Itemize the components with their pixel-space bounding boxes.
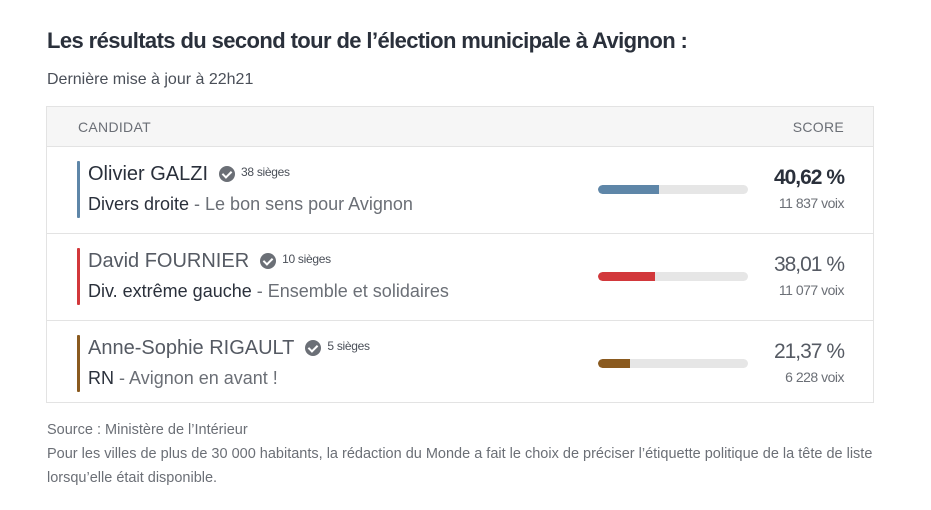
vote-count: 11 837 voix xyxy=(778,195,845,211)
score-percent: 21,37 % xyxy=(773,340,845,363)
column-header-candidate: CANDIDAT xyxy=(78,119,151,135)
check-circle-icon xyxy=(219,165,236,182)
separator: - xyxy=(114,368,130,388)
editorial-note: Pour les villes de plus de 30 000 habita… xyxy=(47,446,873,486)
score-percent: 40,62 % xyxy=(773,166,845,189)
party-label: RN xyxy=(88,368,114,388)
table-header: CANDIDAT SCORE xyxy=(47,107,873,147)
list-name: Le bon sens pour Avignon xyxy=(205,194,413,214)
vote-count: 6 228 voix xyxy=(785,369,844,385)
score-percent: 38,01 % xyxy=(773,253,845,276)
score-bar xyxy=(598,185,748,194)
candidate-color-marker xyxy=(77,248,80,305)
party-label: Div. extrême gauche xyxy=(88,281,252,301)
seats-count: 10 sièges xyxy=(282,251,331,266)
source-line: Source : Ministère de l’Intérieur xyxy=(47,422,248,438)
score-bar-fill xyxy=(598,359,631,368)
candidate-color-marker xyxy=(77,161,80,218)
candidate-name: Olivier GALZI xyxy=(88,163,209,185)
vote-count: 11 077 voix xyxy=(778,282,845,298)
score-bar-fill xyxy=(598,185,659,194)
separator: - xyxy=(189,194,206,214)
seats-count: 38 sièges xyxy=(241,164,290,179)
list-name: Avignon en avant ! xyxy=(129,368,278,388)
list-name: Ensemble et solidaires xyxy=(267,281,449,301)
candidate-color-marker xyxy=(77,335,80,392)
score-bar xyxy=(598,359,748,368)
last-update: Dernière mise à jour à 22h21 xyxy=(47,71,254,88)
seats-count: 5 sièges xyxy=(327,338,370,353)
source-note: Source : Ministère de l’Intérieur Pour l… xyxy=(47,418,887,490)
page-title: Les résultats du second tour de l’électi… xyxy=(47,28,688,53)
party-label: Divers droite xyxy=(88,194,190,214)
table-row: Olivier GALZI 38 sièges Divers droite - … xyxy=(47,147,873,234)
separator: - xyxy=(251,281,268,301)
check-circle-icon xyxy=(260,252,277,269)
candidate-name: David FOURNIER xyxy=(88,250,250,272)
score-bar-fill xyxy=(598,272,655,281)
check-circle-icon xyxy=(305,339,322,356)
results-table: CANDIDAT SCORE Olivier GALZI 38 sièges D… xyxy=(46,106,874,403)
candidate-name: Anne-Sophie RIGAULT xyxy=(88,337,295,359)
table-row: Anne-Sophie RIGAULT 5 sièges RN - Avigno… xyxy=(47,321,873,407)
score-bar xyxy=(598,272,748,281)
column-header-score: SCORE xyxy=(792,119,844,135)
table-row: David FOURNIER 10 sièges Div. extrême ga… xyxy=(47,234,873,321)
